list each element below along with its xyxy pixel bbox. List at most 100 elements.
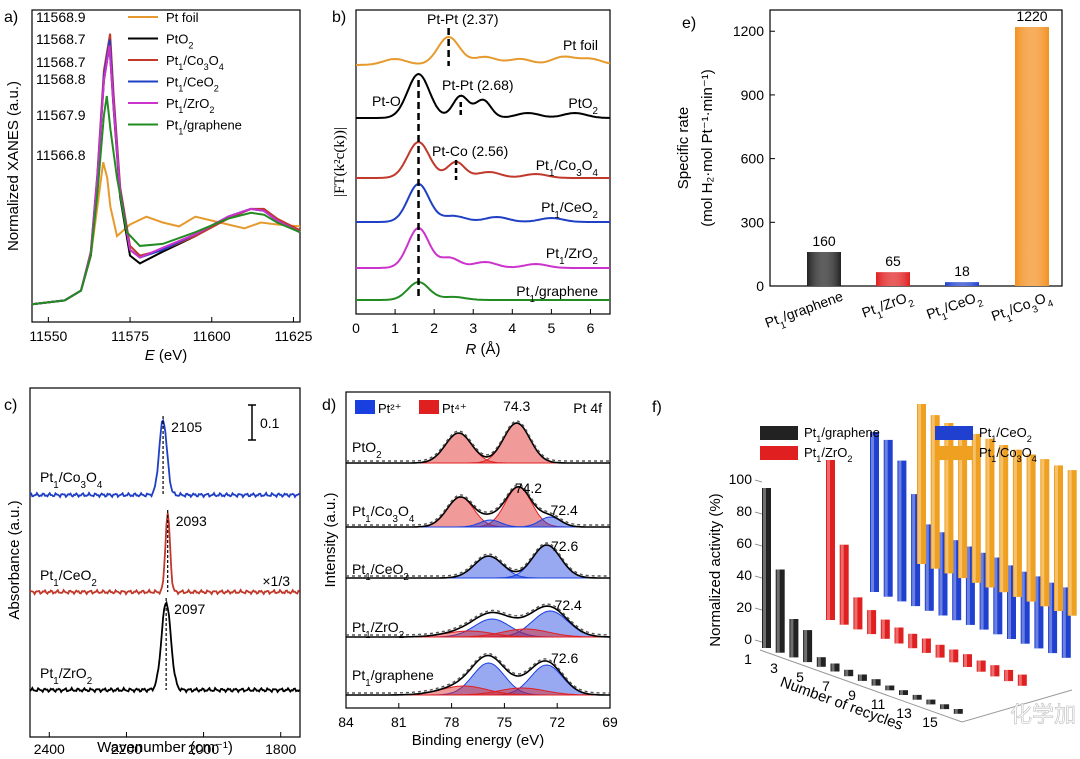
peak-label: 2093 xyxy=(176,513,207,529)
legend-swatch xyxy=(355,400,375,414)
plot-frame xyxy=(31,9,301,323)
peak-label: 72.4 xyxy=(551,502,578,518)
y-axis-title: Intensity (a.u.) xyxy=(322,492,339,587)
bar-3d-highlight xyxy=(804,630,808,663)
bar-3d-highlight xyxy=(884,439,888,597)
scale-bar-label: 0.1 xyxy=(260,415,280,431)
series-label: Pt1/Co3O4 xyxy=(40,469,103,491)
y-tick-label: 0 xyxy=(756,278,764,294)
fit-component xyxy=(346,432,610,464)
x-tick-label: 1800 xyxy=(265,741,296,757)
plot-frame xyxy=(345,391,611,709)
bar-shine xyxy=(1015,26,1049,286)
bar-3d-highlight xyxy=(776,569,780,653)
legend-label: Pt1/Co3O4 xyxy=(979,445,1037,464)
bar-3d xyxy=(844,669,854,677)
x-tick-label: 2400 xyxy=(34,741,65,757)
bar-3d-highlight xyxy=(918,404,921,564)
bar-3d xyxy=(816,657,826,667)
bar-3d xyxy=(897,460,907,602)
x-tick-label: 1 xyxy=(391,320,399,336)
x-tick-label: 2 xyxy=(430,320,438,336)
series-label: Pt1/ZrO2 xyxy=(40,665,92,687)
bar-3d xyxy=(911,494,921,607)
bar-3d xyxy=(870,432,879,592)
bar-3d xyxy=(965,546,975,625)
bar-3d-highlight xyxy=(945,423,949,574)
y-tick xyxy=(754,543,763,547)
series-line xyxy=(356,280,610,301)
bar-3d-highlight xyxy=(927,699,931,705)
bar-3d-highlight xyxy=(912,494,916,607)
bar-3d xyxy=(826,460,835,620)
x-tick-label: 15 xyxy=(922,714,938,730)
bar-3d xyxy=(894,627,904,644)
bar-3d-highlight xyxy=(991,665,995,677)
x-tick-label: 84 xyxy=(338,714,354,730)
legend-label: Pt1/graphene xyxy=(804,425,880,444)
x-axis-title: Number of recycles xyxy=(778,674,905,734)
series-label: Pt1/ZrO2 xyxy=(546,245,598,267)
panel-a: a) 11550 11575 11600 11625 E (eV) Normalized X… xyxy=(4,9,313,364)
annotation: Pt-Pt (2.37) xyxy=(427,11,499,27)
y-axis-title: |FT(k²c(k))| xyxy=(332,127,348,197)
series-label: Pt foil xyxy=(563,37,598,53)
bar-3d-highlight xyxy=(939,532,943,616)
bar-3d xyxy=(853,597,863,630)
bar-3d xyxy=(899,690,908,695)
edge-energy-label: 11568.8 xyxy=(36,71,86,87)
bar-shine xyxy=(807,252,841,286)
bar-3d-highlight xyxy=(1013,449,1017,597)
bar-3d xyxy=(1007,565,1016,639)
bar-3d xyxy=(930,415,940,569)
bar-3d-highlight xyxy=(966,546,970,625)
bar-3d-highlight xyxy=(931,415,935,569)
y-tick-label: 0 xyxy=(744,631,752,647)
series-line xyxy=(29,600,301,694)
bar-3d-highlight xyxy=(840,544,844,625)
bar-3d xyxy=(1061,587,1071,658)
series-line xyxy=(31,95,301,306)
y-tick-label: 40 xyxy=(736,567,752,583)
panel-label: d) xyxy=(322,397,336,414)
annotation: Pt-Pt (2.68) xyxy=(442,77,514,93)
bar-3d xyxy=(1017,674,1027,686)
bar-3d-highlight xyxy=(964,654,967,667)
legend-label: Pt1/ZrO2 xyxy=(804,445,852,464)
raw-data-line xyxy=(346,542,610,577)
bar-3d-highlight xyxy=(868,610,872,635)
x-axis-title: R (Å) xyxy=(465,341,500,358)
annotation: Pt-Co (2.56) xyxy=(432,143,508,159)
edge-energy-label: 11568.7 xyxy=(36,31,86,47)
bar-3d xyxy=(952,540,962,621)
y-tick xyxy=(754,511,763,515)
watermark: 化学加 xyxy=(1010,702,1076,727)
bar-value-label: 18 xyxy=(954,263,970,279)
bar-3d xyxy=(976,660,986,672)
y-axis-title: Absorbance (a.u.) xyxy=(6,500,23,619)
bar-3d xyxy=(1004,669,1014,682)
bar-3d xyxy=(949,649,959,663)
bar-3d xyxy=(803,630,813,663)
edge-energy-label: 11566.8 xyxy=(36,147,86,163)
peak-label: 2105 xyxy=(171,419,202,435)
bar-3d-highlight xyxy=(909,633,913,649)
y-tick-label: 20 xyxy=(736,599,752,615)
panel-b: b) 0 1 2 3 4 5 6 R (Å) |FT(k²c(k))| Pt foil PtO2 Pt1… xyxy=(332,9,611,358)
multiplier-label: ×1/3 xyxy=(262,573,290,589)
y-tick xyxy=(754,607,763,611)
bar-3d xyxy=(775,569,785,653)
edge-energy-label: 11568.7 xyxy=(36,54,86,70)
series-line xyxy=(356,35,611,66)
raw-data-line xyxy=(346,603,610,636)
bar-3d xyxy=(953,709,963,714)
bar-3d-highlight xyxy=(1008,565,1011,639)
series-label: PtO2 xyxy=(568,95,598,117)
bar-3d-highlight xyxy=(994,557,998,635)
bar-3d xyxy=(935,644,945,658)
series-label: Pt1/graphene xyxy=(352,667,434,689)
y-tick-label: 600 xyxy=(741,151,765,167)
bar-3d xyxy=(958,427,968,579)
bar-value-label: 1220 xyxy=(1016,8,1047,24)
